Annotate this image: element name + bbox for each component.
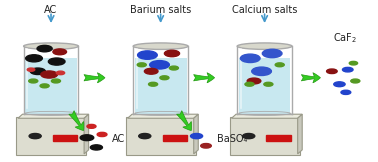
Bar [163, 135, 187, 141]
Text: Barium salts: Barium salts [130, 5, 191, 15]
Circle shape [247, 78, 261, 84]
Ellipse shape [135, 111, 187, 115]
Circle shape [243, 133, 255, 139]
Bar [25, 58, 77, 113]
Circle shape [80, 135, 94, 141]
Circle shape [164, 50, 180, 57]
Bar [53, 135, 77, 141]
Bar [239, 58, 290, 113]
Circle shape [26, 55, 42, 62]
Circle shape [48, 58, 65, 65]
Ellipse shape [133, 43, 188, 49]
Circle shape [160, 76, 169, 80]
Circle shape [351, 79, 360, 83]
Circle shape [191, 133, 203, 139]
Circle shape [169, 66, 178, 70]
Circle shape [240, 54, 260, 63]
Circle shape [37, 45, 52, 52]
Circle shape [40, 84, 49, 88]
Polygon shape [127, 114, 198, 118]
Circle shape [41, 71, 57, 78]
Circle shape [334, 82, 345, 87]
Circle shape [275, 63, 284, 67]
Ellipse shape [237, 43, 292, 49]
Polygon shape [194, 114, 198, 154]
Polygon shape [84, 114, 88, 154]
Circle shape [138, 51, 157, 59]
FancyBboxPatch shape [125, 117, 196, 155]
Bar [135, 58, 186, 113]
Polygon shape [297, 114, 302, 154]
Circle shape [341, 90, 351, 94]
Polygon shape [231, 114, 302, 118]
Circle shape [201, 144, 211, 148]
Circle shape [97, 132, 107, 137]
Circle shape [137, 63, 146, 67]
Circle shape [252, 67, 271, 75]
Circle shape [87, 124, 96, 128]
Circle shape [150, 61, 169, 69]
Circle shape [349, 61, 358, 65]
Circle shape [27, 68, 35, 71]
Circle shape [139, 133, 151, 139]
Ellipse shape [239, 111, 290, 115]
Bar [266, 135, 291, 141]
Text: BaSO₄: BaSO₄ [217, 134, 248, 144]
FancyBboxPatch shape [229, 117, 299, 155]
Circle shape [264, 82, 273, 86]
Ellipse shape [25, 111, 77, 115]
Circle shape [29, 133, 41, 139]
Circle shape [149, 82, 158, 86]
Circle shape [342, 67, 353, 72]
Circle shape [327, 69, 337, 74]
Circle shape [56, 71, 65, 75]
Circle shape [29, 79, 38, 83]
Circle shape [262, 49, 282, 58]
Circle shape [30, 68, 45, 75]
Ellipse shape [23, 43, 79, 49]
Circle shape [53, 49, 67, 55]
Polygon shape [18, 114, 88, 118]
Circle shape [51, 79, 60, 83]
Text: AC: AC [112, 134, 125, 144]
Circle shape [144, 68, 158, 74]
Text: AC: AC [44, 5, 58, 15]
Text: Calcium salts: Calcium salts [232, 5, 297, 15]
Circle shape [90, 145, 102, 150]
Text: CaF$_2$: CaF$_2$ [333, 32, 357, 45]
Circle shape [245, 82, 254, 86]
FancyBboxPatch shape [16, 117, 86, 155]
